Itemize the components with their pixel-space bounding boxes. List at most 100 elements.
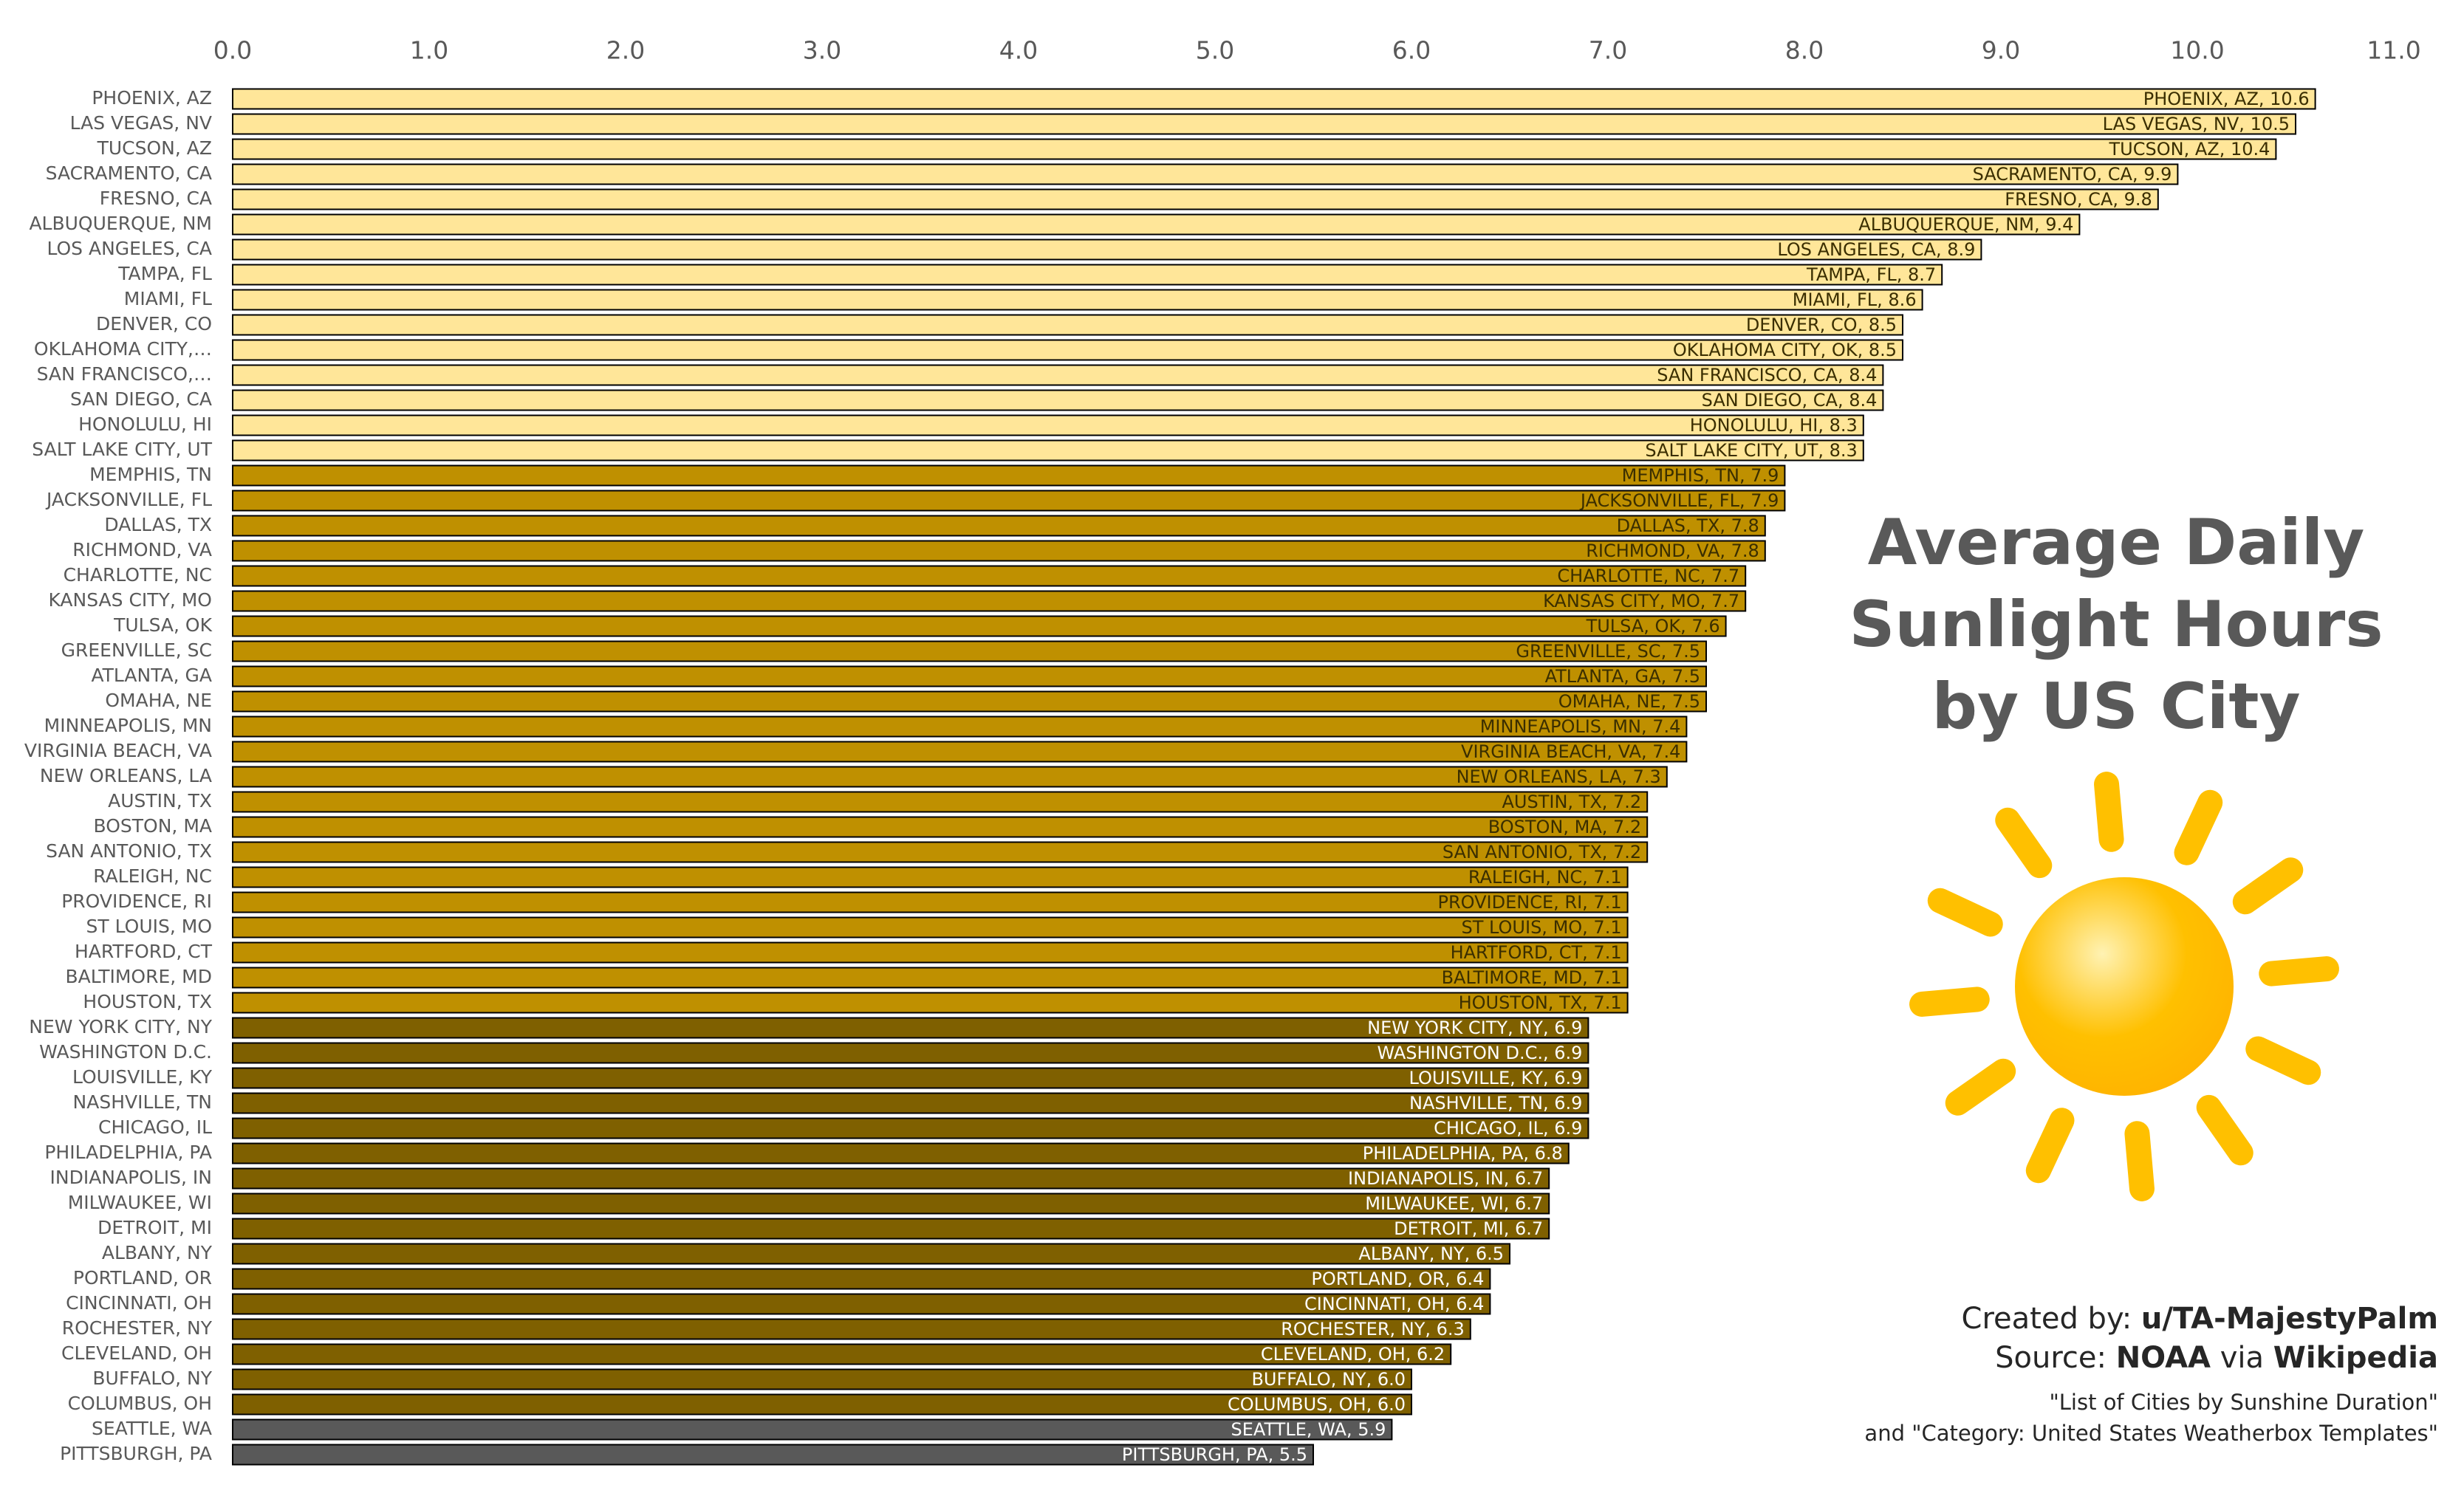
value-label: INDIANAPOLIS, IN, 6.7 [1348,1168,1543,1189]
bar [232,916,1629,939]
bar [232,414,1864,436]
y-tick-label: TAMPA, FL [117,263,212,284]
y-tick-label: CINCINNATI, OH [66,1292,212,1314]
value-label: PHILADELPHIA, PA, 6.8 [1363,1143,1563,1164]
value-label: HOUSTON, TX, 7.1 [1459,992,1622,1013]
y-tick-label: PHILADELPHIA, PA [44,1142,212,1163]
bar [232,640,1707,662]
value-label: GREENVILLE, SC, 7.5 [1516,641,1700,662]
sun-icon [1909,772,2339,1201]
bar [232,163,2179,185]
bar [232,1418,1393,1441]
value-label: BUFFALO, NY, 6.0 [1251,1369,1406,1390]
bar [232,741,1688,763]
bar [232,816,1649,838]
value-label: HARTFORD, CT, 7.1 [1451,942,1622,963]
y-tick-label: DETROIT, MI [97,1217,212,1238]
bar [232,1318,1471,1340]
value-label: SAN FRANCISCO, CA, 8.4 [1657,365,1877,385]
y-tick-label: LOS ANGELES, CA [47,238,212,259]
y-tick-label: ST LOUIS, MO [86,916,212,937]
value-label: RICHMOND, VA, 7.8 [1586,541,1759,561]
value-label: FRESNO, CA, 9.8 [2005,189,2152,210]
bar [232,791,1649,813]
y-tick-label: LAS VEGAS, NV [70,112,212,134]
source-name: NOAA [2115,1341,2211,1375]
x-tick-label: 11.0 [2367,36,2420,65]
x-tick-label: 2.0 [606,36,645,65]
value-label: MIAMI, FL, 8.6 [1793,289,1917,310]
value-label: BALTIMORE, MD, 7.1 [1442,967,1622,988]
bar [232,389,1884,411]
value-label: OMAHA, NE, 7.5 [1558,691,1700,712]
value-label: PROVIDENCE, RI, 7.1 [1438,892,1622,913]
value-label: SAN DIEGO, CA, 8.4 [1702,390,1878,411]
source: Source: NOAA via Wikipedia [1864,1339,2438,1378]
y-tick-label: MINNEAPOLIS, MN [44,715,212,736]
bar [232,1142,1570,1164]
bar [232,515,1766,537]
bar [232,1167,1550,1190]
value-label: BOSTON, MA, 7.2 [1488,817,1641,837]
value-label: NASHVILLE, TN, 6.9 [1409,1093,1582,1114]
y-tick-label: VIRGINIA BEACH, VA [24,740,212,761]
via: via [2220,1341,2265,1375]
value-label: PHOENIX, AZ, 10.6 [2143,89,2310,109]
value-label: DALLAS, TX, 7.8 [1617,515,1759,536]
x-tick-label: 9.0 [1982,36,2020,65]
y-tick-label: HOUSTON, TX [83,991,212,1012]
bar [232,766,1668,788]
chart-title: Average Daily Sunlight Hours by US City [1849,506,2383,744]
bar [232,213,2081,236]
y-tick-label: COLUMBUS, OH [68,1393,212,1414]
site: Wikipedia [2273,1341,2438,1375]
value-label: PITTSBURGH, PA, 5.5 [1122,1444,1307,1465]
value-label: MINNEAPOLIS, MN, 7.4 [1480,716,1681,737]
y-tick-label: BALTIMORE, MD [65,966,212,987]
y-tick-label: HARTFORD, CT [75,941,213,962]
y-tick-label: NEW YORK CITY, NY [29,1016,212,1037]
bar [232,364,1884,386]
y-tick-label: MIAMI, FL [124,288,212,309]
bar [232,590,1747,612]
value-label: MEMPHIS, TN, 7.9 [1622,465,1779,486]
y-tick-label: MEMPHIS, TN [89,464,212,485]
value-label: SAN ANTONIO, TX, 7.2 [1443,842,1641,862]
bar [232,1343,1452,1365]
value-label: TULSA, OK, 7.6 [1586,616,1720,637]
bar [232,88,2316,110]
value-label: DENVER, CO, 8.5 [1746,315,1897,335]
y-tick-label: TULSA, OK [113,614,213,636]
bar [232,188,2159,210]
value-label: SEATTLE, WA, 5.9 [1231,1419,1386,1440]
y-tick-label: GREENVILLE, SC [61,639,212,661]
bar [232,1444,1314,1466]
y-tick-label: PROVIDENCE, RI [61,891,212,912]
y-tick-label: DALLAS, TX [104,514,212,535]
bar [232,264,1943,286]
value-label: ALBUQUERQUE, NM, 9.4 [1858,214,2073,235]
notes: "List of Cities by Sunshine Duration" an… [1864,1387,2438,1449]
y-tick-label: WASHINGTON D.C. [39,1041,212,1063]
bar [232,439,1864,462]
value-label: ATLANTA, GA, 7.5 [1545,666,1700,687]
y-tick-label: KANSAS CITY, MO [48,589,212,611]
bar [232,1067,1589,1089]
bar [232,1193,1550,1215]
y-tick-label: BOSTON, MA [94,815,212,837]
bar [232,690,1707,713]
bar [232,1243,1510,1265]
y-tick-label: NASHVILLE, TN [73,1091,212,1113]
bar [232,314,1903,336]
note: "List of Cities by Sunshine Duration" [2049,1390,2438,1415]
bar [232,239,1982,261]
y-tick-label: CHICAGO, IL [98,1116,212,1138]
value-label: SACRAMENTO, CA, 9.9 [1973,164,2172,185]
value-label: ROCHESTER, NY, 6.3 [1281,1319,1465,1339]
note: and "Category: United States Weatherbox … [1864,1421,2438,1446]
bar [232,1218,1550,1240]
x-tick-label: 0.0 [213,36,252,65]
y-tick-label: RALEIGH, NC [93,865,212,887]
y-tick-label: PORTLAND, OR [73,1267,212,1289]
